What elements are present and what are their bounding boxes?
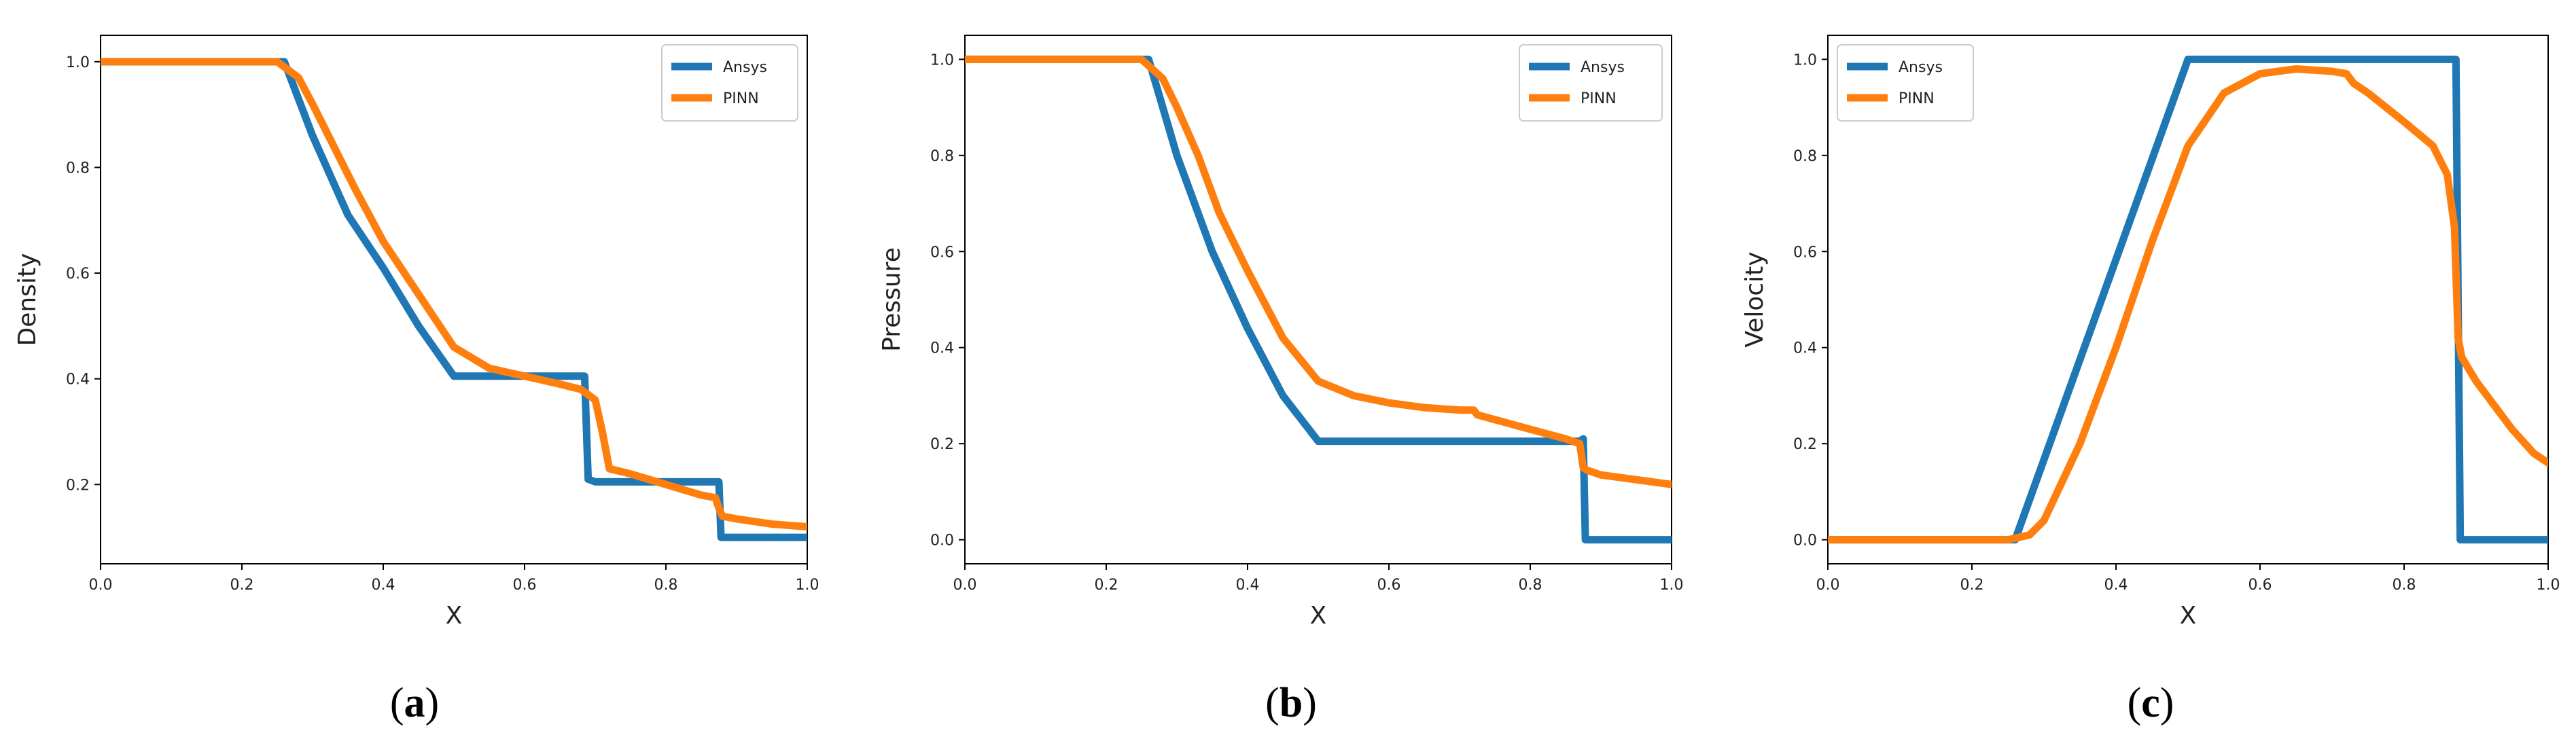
chart-c-xtick-label: 0.6	[2248, 577, 2272, 594]
chart-c-xtick-label: 0.2	[1960, 577, 1984, 594]
chart-b-caption-letter: b	[1280, 680, 1303, 726]
chart-c-legend-box	[1837, 44, 1974, 122]
chart-c-series-group	[1828, 55, 2548, 544]
chart-a: 0.0 0.2 0.4 0.6 0.8 1.0 0.2 0.4 0.6 0.8 1.0 X Densit…	[14, 35, 819, 726]
chart-a-xlabel: X	[446, 602, 463, 630]
chart-a-ytick-label: 1.0	[66, 54, 90, 71]
chart-b-xtick-label: 0.4	[1236, 577, 1260, 594]
chart-a-ytick-label: 0.6	[66, 266, 90, 283]
chart-b-xtick-label: 0.6	[1377, 577, 1401, 594]
chart-b-legend-label-ansys: Ansys	[1581, 59, 1625, 76]
chart-a-series-pinn-line	[101, 58, 807, 530]
chart-c-caption-letter: c	[2141, 680, 2160, 726]
chart-a-legend-label-pinn: PINN	[723, 90, 759, 107]
chart-a-ytick-label: 0.2	[66, 477, 90, 494]
chart-b-ytick-label: 0.0	[930, 533, 954, 550]
chart-a-legend-box	[661, 44, 798, 122]
chart-a-series-group	[101, 58, 807, 541]
chart-b-plot-area	[964, 35, 1672, 564]
chart-c-ylabel: Velocity	[1741, 251, 1769, 347]
chart-a-ytick-label: 0.8	[66, 160, 90, 177]
chart-a-legend-label-ansys: Ansys	[723, 59, 767, 76]
chart-a-xtick-label: 0.4	[372, 577, 395, 594]
chart-c: 0.0 0.2 0.4 0.6 0.8 1.0 0.0 0.2 0.4 0.6 0.8 1.0 X Vel…	[1741, 35, 2560, 726]
chart-a-xtick-label: 0.6	[513, 577, 537, 594]
chart-c-xtick-label: 0.8	[2393, 577, 2416, 594]
chart-b-ytick-label: 0.4	[930, 340, 954, 357]
chart-a-caption-close: )	[425, 680, 440, 726]
chart-c-series-ansys-line	[1828, 55, 2548, 544]
chart-a-caption-letter: a	[404, 680, 425, 726]
chart-b-series-group	[965, 55, 1672, 544]
chart-b-caption-open: (	[1265, 680, 1280, 726]
chart-c-ytick-label: 0.2	[1793, 436, 1817, 453]
chart-b: 0.0 0.2 0.4 0.6 0.8 1.0 0.0 0.2 0.4 0.6 0.8 1.0 X Pre…	[878, 35, 1684, 726]
chart-c-caption-open: (	[2128, 680, 2142, 726]
chart-c-caption: (c)	[2128, 680, 2174, 726]
chart-a-caption: (a)	[390, 680, 439, 726]
chart-a-legend: Ansys PINN	[661, 44, 798, 122]
chart-c-legend: Ansys PINN	[1837, 44, 1974, 122]
chart-b-caption-close: )	[1303, 680, 1317, 726]
chart-c-xtick-label: 1.0	[2537, 577, 2560, 594]
chart-b-xlabel: X	[1310, 602, 1327, 630]
chart-b-ylabel: Pressure	[878, 247, 906, 352]
chart-b-caption: (b)	[1265, 680, 1317, 726]
chart-a-xtick-label: 0.2	[230, 577, 254, 594]
chart-c-ytick-label: 0.6	[1793, 244, 1817, 261]
chart-a-plot-area	[100, 35, 808, 564]
chart-a-ytick-label: 0.4	[66, 372, 90, 389]
chart-c-legend-label-pinn: PINN	[1899, 90, 1935, 107]
chart-b-ytick-label: 0.2	[930, 436, 954, 453]
chart-c-plot-area	[1827, 35, 2549, 564]
chart-c-caption-close: )	[2160, 680, 2174, 726]
chart-c-ytick-label: 0.4	[1793, 340, 1817, 357]
chart-a-series-ansys-line	[101, 58, 807, 541]
chart-b-legend-label-pinn: PINN	[1581, 90, 1617, 107]
chart-a-xtick-label: 0.8	[654, 577, 678, 594]
chart-c-ytick-label: 0.8	[1793, 148, 1817, 165]
chart-b-legend-box	[1519, 44, 1663, 122]
chart-b-xtick-label: 0.8	[1519, 577, 1542, 594]
chart-a-caption-open: (	[390, 680, 404, 726]
chart-a-xtick-label: 0.0	[89, 577, 113, 594]
chart-c-legend-label-ansys: Ansys	[1899, 59, 1943, 76]
chart-c-xtick-label: 0.4	[2104, 577, 2128, 594]
chart-b-ytick-label: 0.8	[930, 148, 954, 165]
chart-b-ytick-label: 0.6	[930, 244, 954, 261]
chart-c-ytick-label: 1.0	[1793, 52, 1817, 69]
chart-c-ytick-label: 0.0	[1793, 533, 1817, 550]
chart-b-xtick-label: 0.0	[953, 577, 977, 594]
chart-c-series-pinn-line	[1828, 65, 2548, 544]
chart-a-ylabel: Density	[14, 253, 41, 346]
chart-b-xtick-label: 0.2	[1095, 577, 1118, 594]
chart-b-ytick-label: 1.0	[930, 52, 954, 69]
chart-b-legend: Ansys PINN	[1519, 44, 1663, 122]
chart-c-xtick-label: 0.0	[1816, 577, 1840, 594]
chart-b-xtick-label: 1.0	[1660, 577, 1684, 594]
chart-c-xlabel: X	[2180, 602, 2197, 630]
chart-a-xtick-label: 1.0	[796, 577, 819, 594]
chart-b-series-pinn-line	[965, 55, 1672, 488]
